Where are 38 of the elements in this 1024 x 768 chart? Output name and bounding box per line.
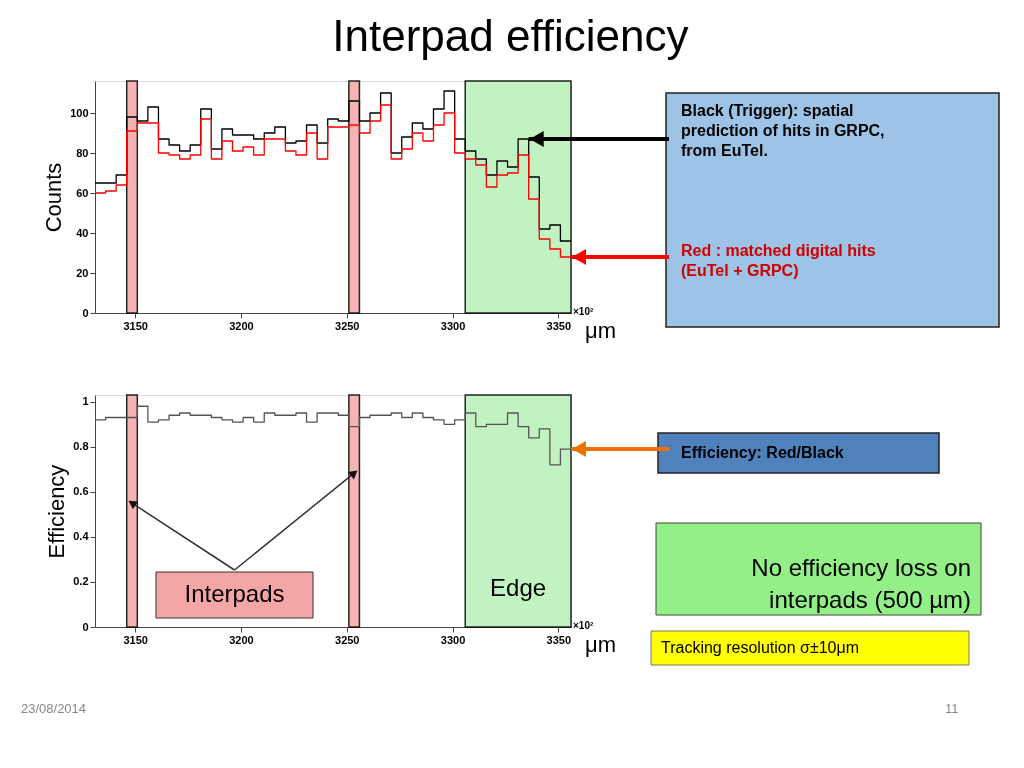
y-tick-label: 80	[76, 146, 89, 159]
y-tick-label: 20	[76, 266, 89, 279]
y-tick-label: 0.6	[73, 485, 89, 498]
x-tick-label: 3200	[229, 319, 254, 332]
y-tick-label: 60	[76, 186, 89, 199]
y-tick-label: 100	[70, 106, 89, 119]
x-tick-label: 3300	[440, 319, 466, 332]
chart-title: Interpad efficiency	[332, 10, 689, 60]
text: ×10²	[573, 306, 594, 317]
y-axis-title: Efficiency	[44, 464, 70, 559]
text: 11	[945, 701, 959, 716]
x-tick-label: 3300	[440, 633, 466, 646]
y-tick-label: 0.8	[73, 440, 89, 453]
annotation: Efficiency: Red/Black	[681, 444, 844, 461]
x-tick-label: 3150	[123, 319, 148, 332]
x-tick-label: 3250	[335, 633, 360, 646]
y-tick-label: 1	[82, 395, 89, 408]
y-tick-label: 0	[82, 306, 89, 319]
annotation: Red : matched digital hits (EuTel + GRPC)	[681, 242, 876, 279]
text: No efficiency loss on interpads (500 µm)	[751, 554, 971, 613]
y-tick-label: 40	[76, 226, 89, 239]
x-axis-title: μm	[585, 318, 617, 343]
y-axis-title: Counts	[41, 162, 67, 233]
x-axis-title: μm	[585, 632, 617, 657]
text: ×10²	[573, 620, 594, 631]
text: Tracking resolution σ±10μm	[661, 639, 860, 656]
x-tick-label: 3250	[335, 319, 360, 332]
x-tick-label: 3150	[123, 633, 148, 646]
annotation: Black (Trigger): spatial prediction of hits in GRPC, from EuTel.	[681, 102, 885, 159]
y-tick-label: 0.2	[73, 575, 89, 588]
y-tick-label: 0.4	[73, 530, 90, 543]
annotation: Interpads	[184, 580, 285, 607]
x-tick-label: 3350	[546, 633, 572, 646]
x-tick-label: 3200	[229, 633, 254, 646]
band-label: Edge	[490, 574, 547, 601]
x-tick-label: 3350	[546, 319, 572, 332]
text: 23/08/2014	[21, 701, 87, 716]
y-tick-label: 0	[82, 620, 89, 633]
